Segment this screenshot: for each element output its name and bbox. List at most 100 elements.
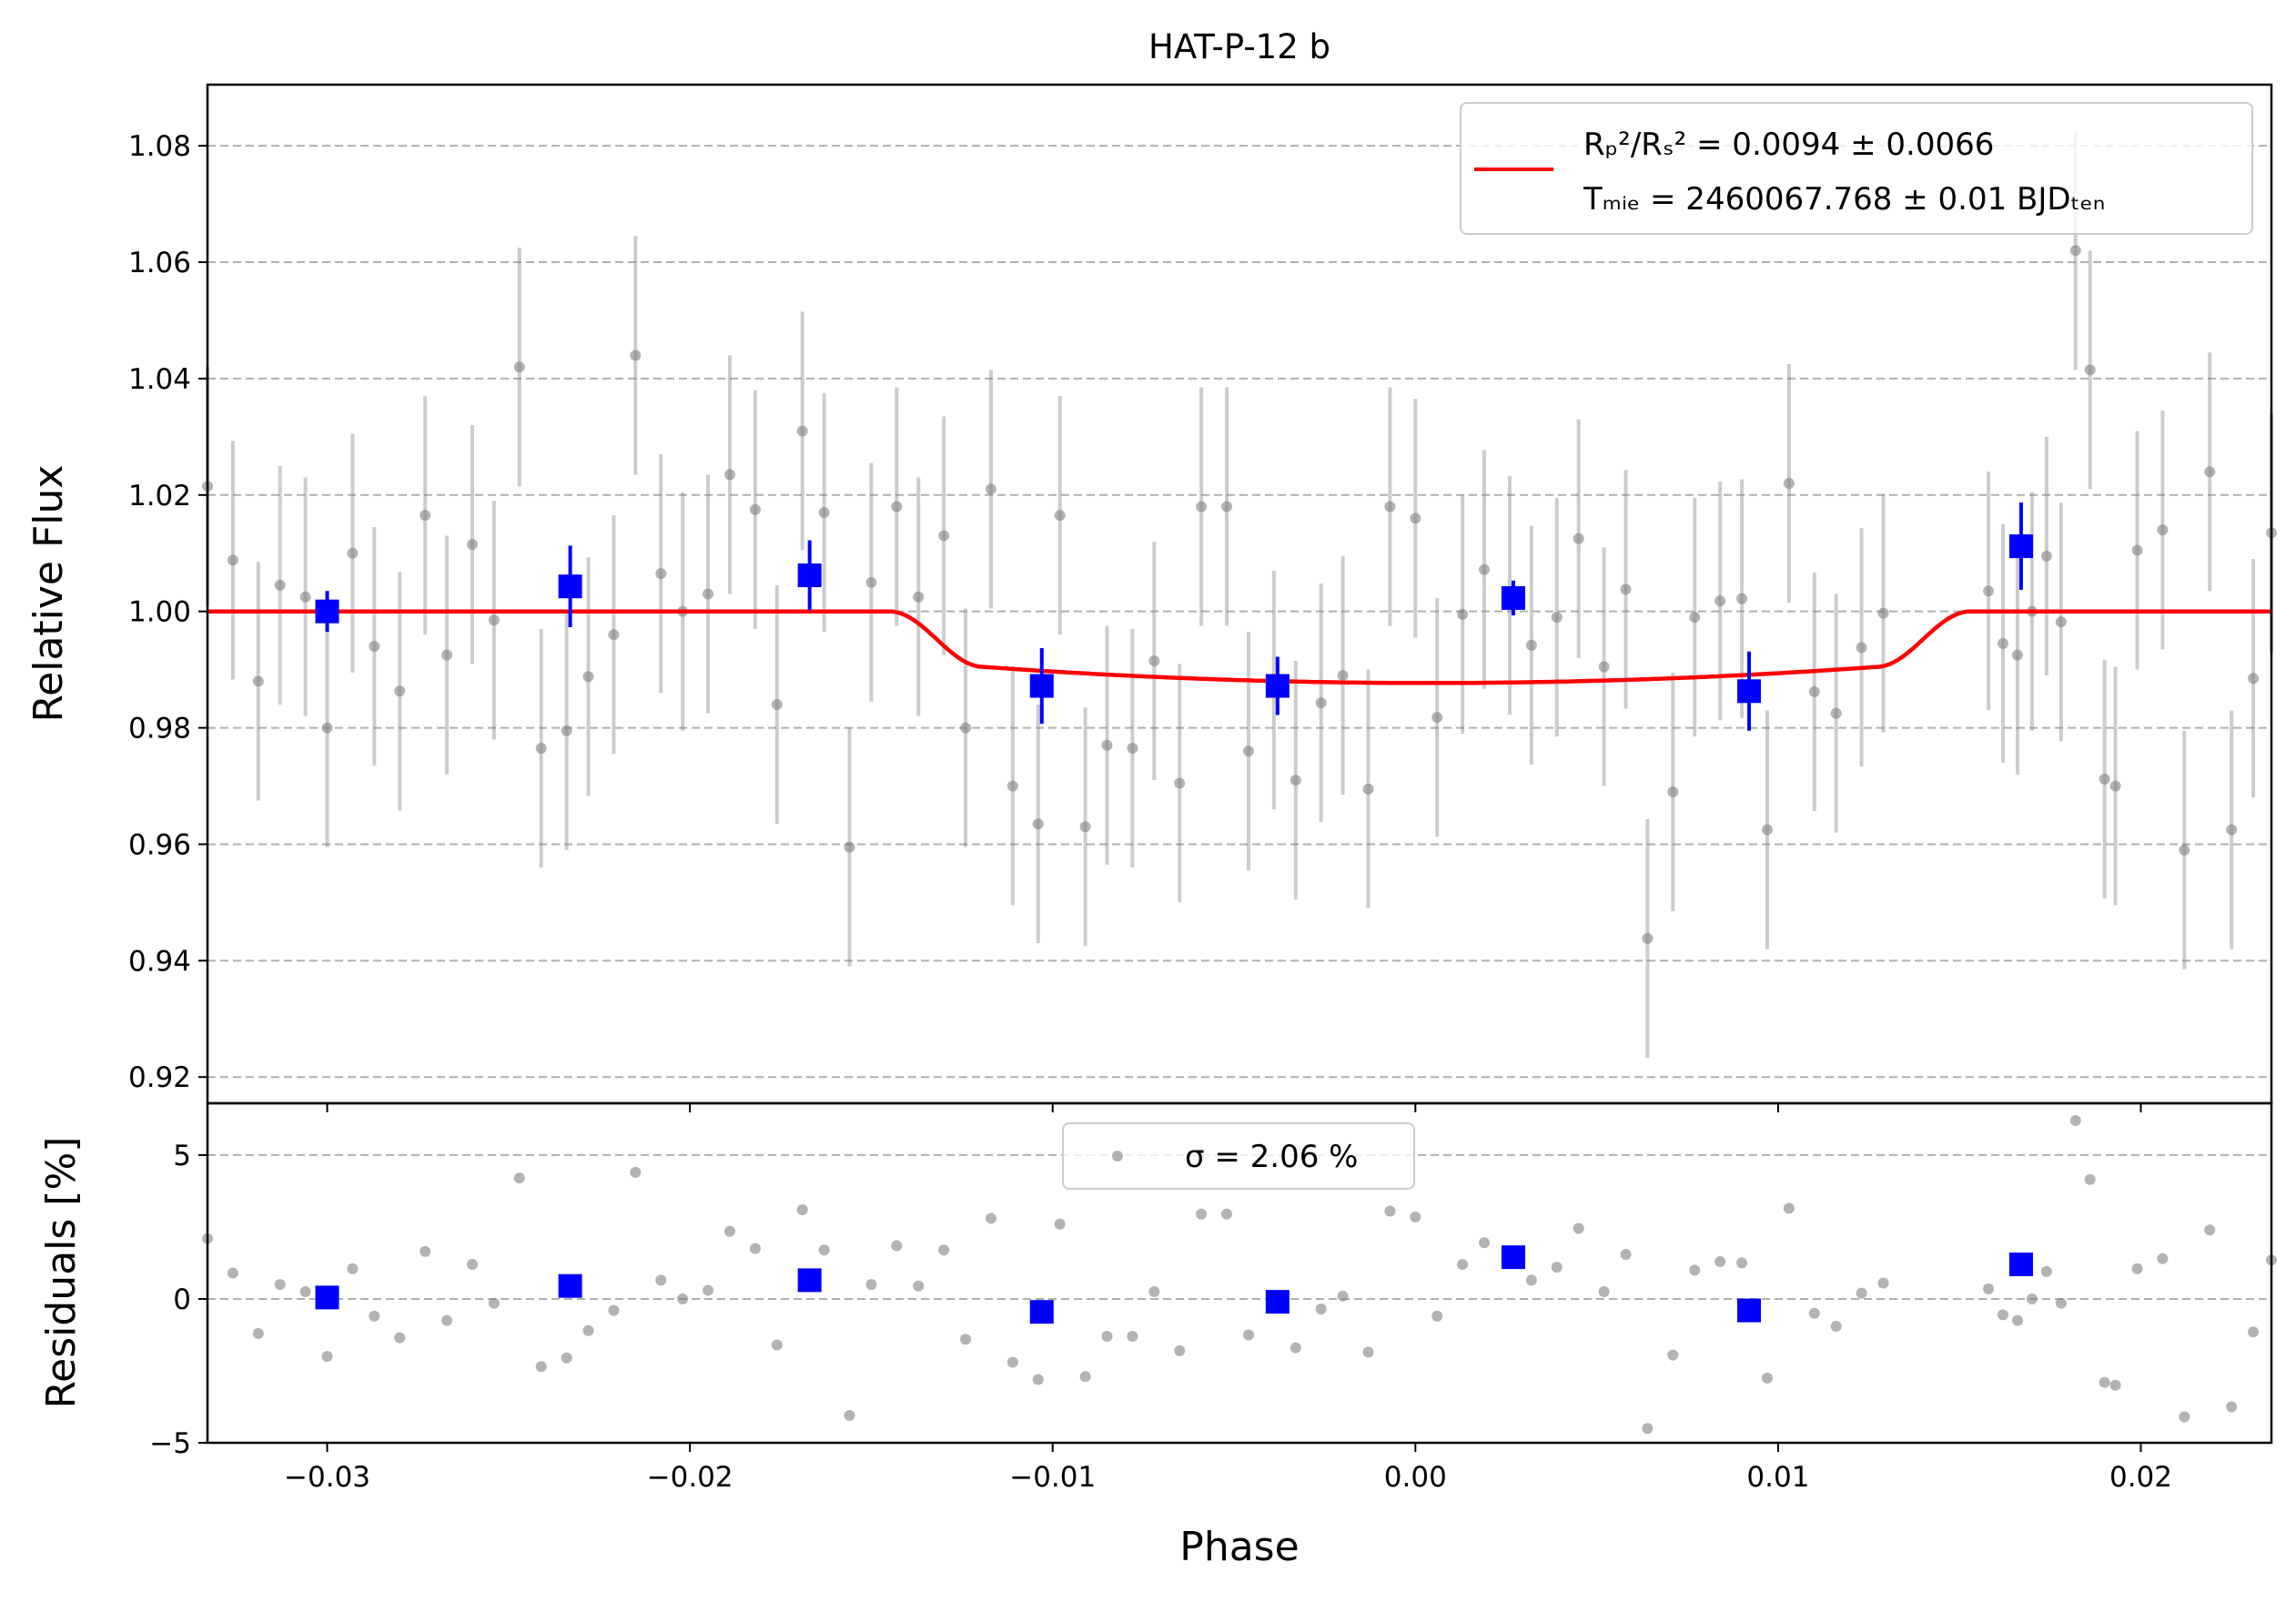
residual-raw-point bbox=[2109, 1379, 2121, 1391]
flux-raw-point bbox=[2109, 780, 2121, 792]
flux-raw-point bbox=[2204, 466, 2216, 478]
flux-raw-point bbox=[960, 722, 972, 734]
flux-raw-point bbox=[1101, 739, 1113, 751]
flux-raw-point bbox=[1032, 818, 1044, 830]
residual-binned-point bbox=[558, 1273, 582, 1298]
residual-raw-point bbox=[703, 1284, 714, 1296]
residual-raw-point bbox=[2226, 1401, 2238, 1413]
residual-raw-point bbox=[1196, 1208, 1208, 1220]
residual-binned-point bbox=[1265, 1290, 1290, 1314]
residual-binned-point bbox=[1029, 1300, 1054, 1324]
flux-raw-point bbox=[2011, 649, 2023, 661]
residual-raw-point bbox=[1174, 1344, 1186, 1356]
flux-raw-point bbox=[891, 501, 903, 512]
flux-raw-point bbox=[582, 671, 594, 683]
residual-raw-point bbox=[985, 1212, 996, 1224]
residual-raw-point bbox=[1221, 1208, 1233, 1220]
flux-raw-point bbox=[1689, 612, 1701, 624]
residual-binned-point bbox=[797, 1268, 822, 1293]
flux-raw-point bbox=[1431, 712, 1443, 724]
flux-legend-entry-depth: Rₚ²/Rₛ² = 0.0094 ± 0.0066 bbox=[1583, 127, 1994, 163]
residual-raw-point bbox=[1101, 1331, 1113, 1343]
flux-legend-box bbox=[1460, 102, 2253, 235]
residual-raw-point bbox=[1290, 1342, 1301, 1354]
residual-raw-point bbox=[1573, 1223, 1584, 1234]
flux-raw-point bbox=[1830, 707, 1842, 719]
residual-raw-point bbox=[2248, 1326, 2260, 1338]
residual-raw-point bbox=[513, 1172, 525, 1184]
flux-raw-point bbox=[513, 361, 525, 373]
residual-raw-point bbox=[227, 1267, 238, 1279]
residual-raw-point bbox=[1054, 1218, 1066, 1230]
residual-raw-point bbox=[420, 1245, 431, 1257]
residual-raw-point bbox=[796, 1203, 808, 1215]
residual-raw-point bbox=[1856, 1287, 1867, 1299]
flux-raw-point bbox=[2055, 616, 2067, 628]
residual-raw-point bbox=[535, 1361, 547, 1373]
flux-raw-point bbox=[2099, 773, 2110, 785]
flux-raw-point bbox=[1384, 501, 1396, 512]
residual-raw-point bbox=[1877, 1277, 1889, 1289]
flux-raw-point bbox=[1856, 642, 1867, 654]
flux-raw-point bbox=[227, 554, 238, 566]
residuals-binned-points bbox=[315, 1245, 2033, 1324]
residuals-legend-box bbox=[1062, 1122, 1415, 1190]
flux-raw-point bbox=[1598, 661, 1610, 673]
residual-raw-point bbox=[771, 1339, 783, 1351]
flux-binned-points bbox=[315, 502, 2033, 731]
flux-y-tick-label: 0.92 bbox=[128, 1061, 191, 1094]
residuals-legend: σ = 2.06 % bbox=[1062, 1122, 1415, 1190]
residual-raw-point bbox=[2179, 1411, 2190, 1423]
residual-raw-point bbox=[2157, 1253, 2169, 1264]
residual-binned-point bbox=[1737, 1298, 1762, 1323]
flux-raw-point bbox=[1479, 563, 1491, 575]
residual-raw-point bbox=[466, 1259, 478, 1271]
flux-raw-point bbox=[2131, 544, 2143, 556]
flux-raw-point bbox=[608, 629, 620, 641]
flux-binned-point bbox=[1029, 674, 1054, 698]
x-tick-label: 0.02 bbox=[2109, 1461, 2172, 1494]
flux-raw-point bbox=[466, 539, 478, 551]
flux-y-tick-label: 0.96 bbox=[128, 828, 191, 861]
flux-raw-point bbox=[1242, 746, 1254, 757]
residuals-legend-sigma: σ = 2.06 % bbox=[1185, 1139, 1358, 1175]
flux-binned-point bbox=[797, 563, 822, 588]
flux-legend: Rₚ²/Rₛ² = 0.0094 ± 0.0066 Tₘᵢₑ = 2460067… bbox=[1460, 102, 2253, 235]
flux-binned-point bbox=[315, 599, 339, 624]
flux-y-tick-label: 1.00 bbox=[128, 596, 191, 629]
flux-raw-point bbox=[441, 649, 453, 661]
residual-raw-point bbox=[582, 1324, 594, 1336]
residual-raw-point bbox=[844, 1409, 855, 1421]
flux-raw-points bbox=[202, 131, 2277, 1059]
flux-y-tick-label: 0.94 bbox=[128, 945, 191, 978]
residual-raw-point bbox=[2069, 1114, 2081, 1126]
flux-raw-point bbox=[1714, 595, 1726, 607]
flux-raw-point bbox=[1127, 742, 1138, 754]
flux-raw-point bbox=[2226, 824, 2238, 836]
residual-raw-point bbox=[655, 1274, 667, 1286]
residual-raw-point bbox=[1479, 1237, 1491, 1249]
residual-raw-point bbox=[1079, 1371, 1091, 1383]
flux-y-tick-label: 1.02 bbox=[128, 480, 191, 512]
flux-y-ticks: 0.92 0.94 0.96 0.98 1.00 1.02 1.04 1.06 1.08 bbox=[128, 130, 207, 1094]
x-tick-label: 0.01 bbox=[1746, 1461, 1809, 1494]
residuals-raw-points bbox=[202, 1114, 2277, 1435]
flux-y-tick-label: 1.06 bbox=[128, 247, 191, 279]
flux-raw-point bbox=[2084, 364, 2096, 376]
residual-raw-point bbox=[1736, 1257, 1748, 1269]
flux-axes-frame bbox=[206, 83, 2273, 1105]
flux-raw-point bbox=[1196, 501, 1208, 512]
flux-raw-point bbox=[1551, 612, 1563, 624]
x-tick-label: −0.01 bbox=[1009, 1461, 1096, 1494]
residual-raw-point bbox=[2099, 1376, 2110, 1388]
transit-model-line bbox=[207, 609, 2271, 685]
flux-raw-point bbox=[369, 641, 380, 653]
flux-raw-point bbox=[749, 503, 761, 515]
residual-binned-point bbox=[1501, 1245, 1525, 1270]
residual-raw-point bbox=[2026, 1293, 2038, 1304]
flux-raw-point bbox=[2157, 524, 2169, 536]
residual-raw-point bbox=[1689, 1264, 1701, 1276]
flux-raw-point bbox=[938, 530, 950, 542]
residual-raw-point bbox=[1983, 1283, 1995, 1294]
